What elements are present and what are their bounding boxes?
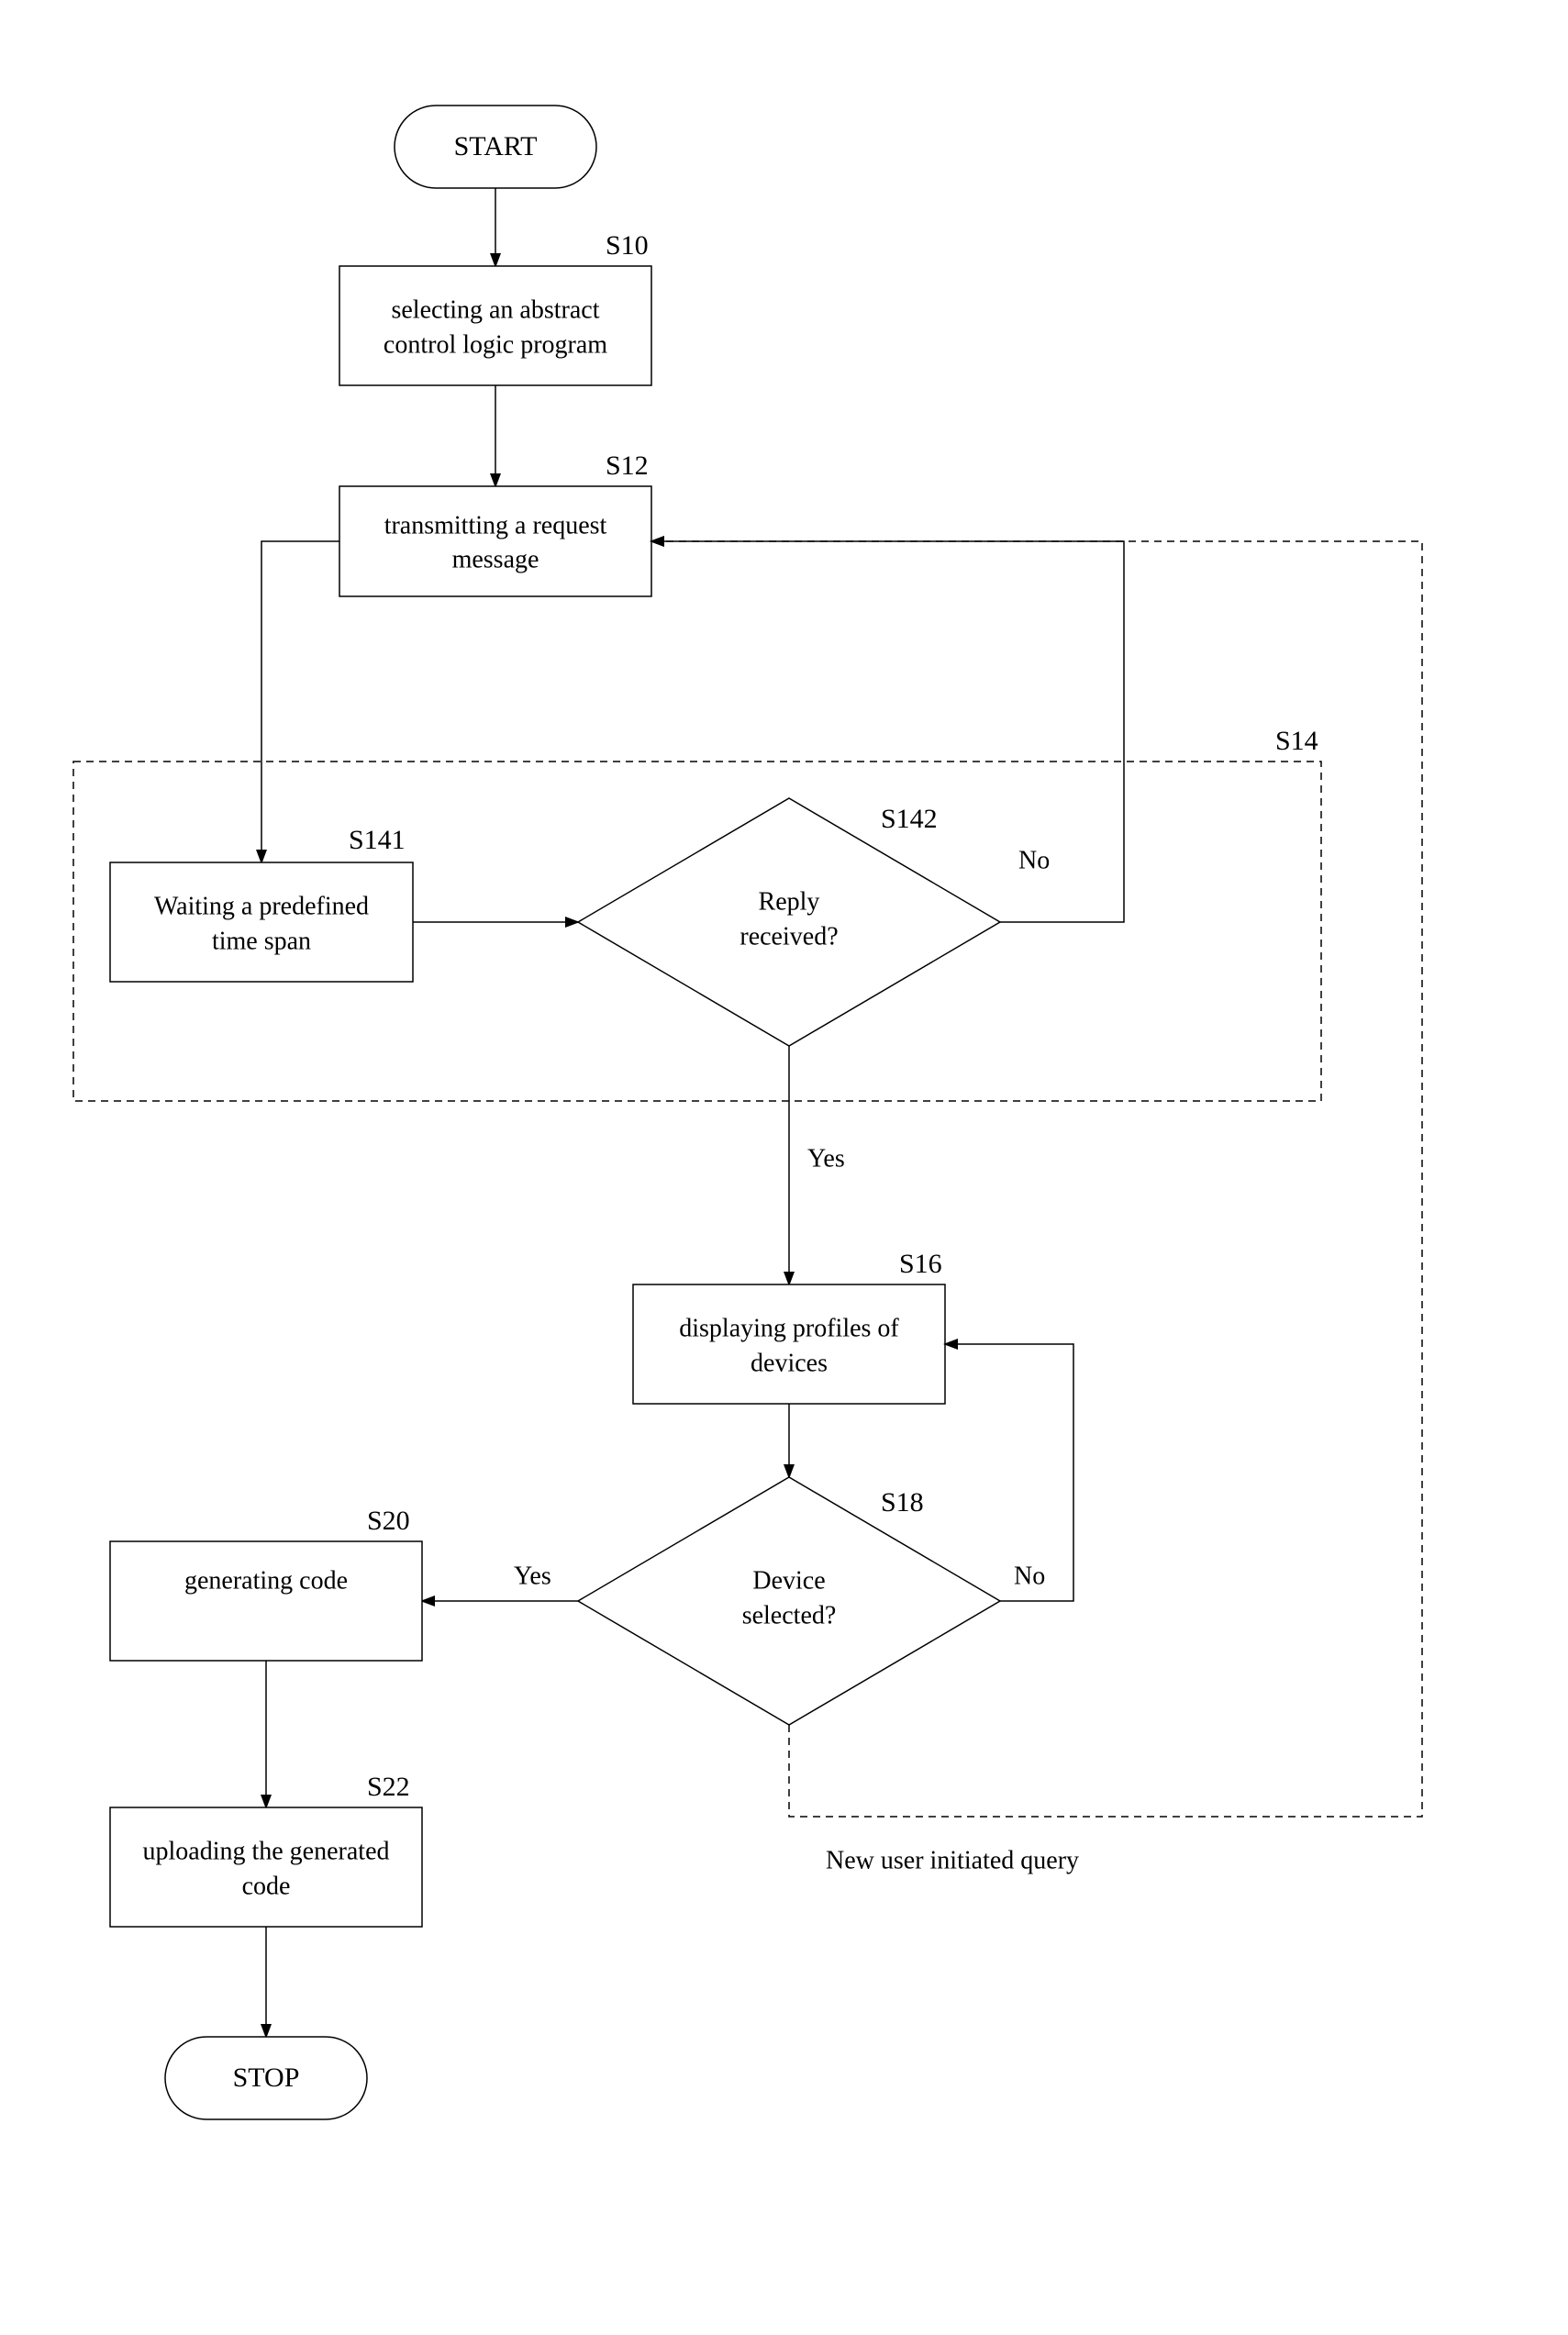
s22-text2: code <box>242 1872 291 1900</box>
s12-text1: transmitting a request <box>384 511 607 539</box>
s16-step-label: S16 <box>899 1249 942 1279</box>
s10-text1: selecting an abstract <box>391 295 599 324</box>
edge-s18-s16 <box>945 1344 1073 1601</box>
s142-text1: Reply <box>759 887 820 916</box>
s22-text1: uploading the generated <box>142 1837 389 1865</box>
s142-no-label: No <box>1018 846 1050 874</box>
s142-yes-label: Yes <box>807 1144 845 1173</box>
s141-node <box>110 862 413 982</box>
s12-node <box>339 486 651 596</box>
s16-node <box>633 1284 945 1404</box>
stop-label: STOP <box>233 2063 300 2093</box>
flowchart-diagram: START S10 selecting an abstract control … <box>0 0 1568 2335</box>
s18-yes-label: Yes <box>514 1562 551 1590</box>
s141-text1: Waiting a predefined <box>154 892 369 920</box>
feedback-label: New user initiated query <box>826 1846 1079 1874</box>
s142-text2: received? <box>740 922 838 951</box>
s141-text2: time span <box>212 927 311 955</box>
s12-step-label: S12 <box>606 450 649 481</box>
s10-text2: control logic program <box>384 330 607 359</box>
s20-node <box>110 1541 422 1661</box>
s20-step-label: S20 <box>367 1506 410 1536</box>
s22-step-label: S22 <box>367 1772 410 1802</box>
s141-step-label: S141 <box>349 825 406 855</box>
s16-text1: displaying profiles of <box>679 1314 899 1342</box>
s16-text2: devices <box>751 1349 828 1377</box>
s18-text2: selected? <box>742 1601 837 1629</box>
s20-text1: generating code <box>184 1566 348 1595</box>
s22-node <box>110 1807 422 1927</box>
edge-s12-s141 <box>261 541 339 862</box>
s142-step-label: S142 <box>881 804 938 834</box>
s18-step-label: S18 <box>881 1487 924 1518</box>
s10-node <box>339 266 651 385</box>
s10-step-label: S10 <box>606 230 649 261</box>
s14-step-label: S14 <box>1275 726 1318 756</box>
s18-text1: Device <box>752 1566 825 1595</box>
s12-text2: message <box>452 545 539 573</box>
s18-no-label: No <box>1014 1562 1045 1590</box>
start-label: START <box>454 131 538 161</box>
